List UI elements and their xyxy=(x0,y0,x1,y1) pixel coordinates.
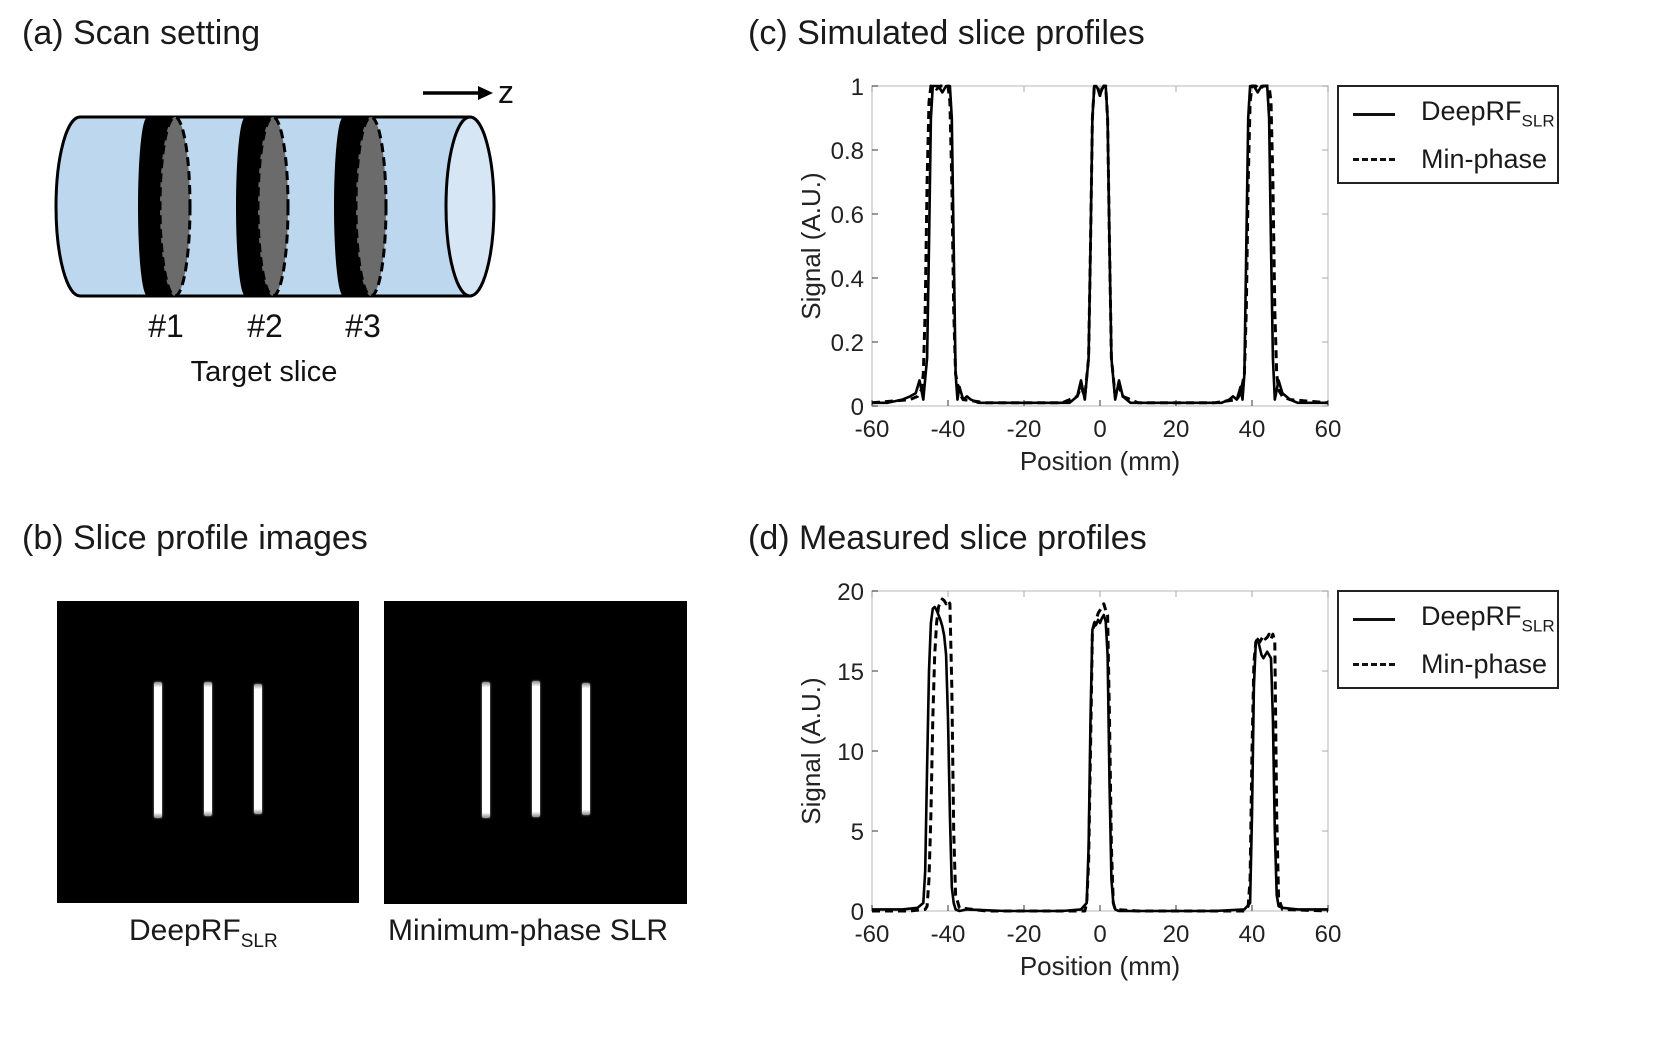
series-line-deeprf xyxy=(872,84,1328,405)
measured-profile-chart: -60 -40 -20 0 20 40 60 0 5 10 15 20 Position (mm) Sig… xyxy=(796,579,1342,981)
legend-label-deeprf-sub: SLR xyxy=(1521,616,1555,636)
x-tick-label: 60 xyxy=(1315,921,1342,948)
cylinder-end-cap xyxy=(444,115,496,298)
y-tick-label: 20 xyxy=(837,579,864,606)
slice-label-2: #2 xyxy=(247,308,283,344)
series-line-deeprf xyxy=(872,605,1328,913)
legend-c: DeepRFSLR Min-phase xyxy=(1337,85,1559,184)
x-tick-label: 60 xyxy=(1315,416,1342,443)
image-caption-minphase: Minimum-phase SLR xyxy=(388,914,669,947)
y-tick-label: 5 xyxy=(851,819,864,846)
x-tick-label: -40 xyxy=(931,416,966,443)
y-axis-label: Signal (A.U.) xyxy=(796,677,826,824)
slice-stripe-1 xyxy=(482,682,490,818)
x-tick-label: 0 xyxy=(1093,921,1106,948)
y-tick-label: 0.4 xyxy=(831,266,864,293)
x-tick-label: 20 xyxy=(1163,416,1190,443)
slice-2 xyxy=(236,115,290,298)
y-tick-label: 1 xyxy=(851,74,864,101)
x-tick-label: 20 xyxy=(1163,921,1190,948)
legend-label-deeprf: DeepRF xyxy=(1421,601,1522,632)
y-tick-label: 0.8 xyxy=(831,138,864,165)
x-tick-label: 40 xyxy=(1239,921,1266,948)
x-tick-label: 0 xyxy=(1093,416,1106,443)
slice-stripe-3 xyxy=(254,684,262,814)
series-line-minphase xyxy=(871,84,1329,405)
y-tick-label: 15 xyxy=(837,659,864,686)
scan-setting-diagram: z #1 #2 #3 Target slice xyxy=(54,74,514,388)
plot-frame xyxy=(871,590,1329,912)
panel-d-title: (d) Measured slice profiles xyxy=(748,519,1147,557)
simulated-profile-chart: -60 -40 -20 0 20 40 60 0 0.2 0.4 0.6 0.8 1 Position (… xyxy=(796,74,1342,476)
panel-c-title: (c) Simulated slice profiles xyxy=(748,14,1145,52)
y-tick-label: 0.6 xyxy=(831,202,864,229)
legend-label-deeprf-sub: SLR xyxy=(1521,111,1555,131)
slice-label-3: #3 xyxy=(345,308,381,344)
legend-label-minphase: Min-phase xyxy=(1421,143,1548,174)
x-tick-label: -60 xyxy=(855,921,890,948)
slice-label-1: #1 xyxy=(148,308,184,344)
slice-stripe-2 xyxy=(532,681,540,817)
legend-item-minphase: Min-phase xyxy=(1339,141,1547,177)
solid-line-swatch xyxy=(1353,112,1395,116)
slice-stripe-1 xyxy=(154,682,162,818)
y-axis-label: Signal (A.U.) xyxy=(796,172,826,319)
y-tick-label: 10 xyxy=(837,739,864,766)
x-axis-label: Position (mm) xyxy=(1020,951,1180,981)
dashed-line-swatch xyxy=(1353,157,1395,161)
slice-1 xyxy=(138,115,192,298)
dashed-line-swatch xyxy=(1353,662,1395,666)
x-tick-label: 40 xyxy=(1239,416,1266,443)
panel-a-title: (a) Scan setting xyxy=(22,14,261,52)
legend-item-minphase: Min-phase xyxy=(1339,646,1547,682)
plot-frame xyxy=(871,85,1329,407)
target-slice-caption: Target slice xyxy=(191,356,338,388)
x-tick-label: -60 xyxy=(855,416,890,443)
x-tick-label: -40 xyxy=(931,921,966,948)
slice-stripe-2 xyxy=(204,682,212,816)
x-axis-label: Position (mm) xyxy=(1020,446,1180,476)
z-arrow-icon xyxy=(423,86,493,100)
slice-image-deeprf xyxy=(57,601,359,903)
legend-label-deeprf: DeepRF xyxy=(1421,96,1522,127)
x-tick-label: -20 xyxy=(1007,416,1042,443)
slice-image-minphase xyxy=(384,601,687,904)
legend-label-minphase: Min-phase xyxy=(1421,648,1548,679)
z-axis-label: z xyxy=(498,74,514,110)
legend-d: DeepRFSLR Min-phase xyxy=(1337,590,1559,689)
y-tick-label: 0 xyxy=(851,394,864,421)
solid-line-swatch xyxy=(1353,617,1395,621)
y-tick-label: 0.2 xyxy=(831,330,864,357)
series-line-minphase xyxy=(872,597,1329,913)
slice-3 xyxy=(334,115,388,298)
image-caption-deeprf: DeepRFSLR xyxy=(129,914,278,952)
panel-b-title: (b) Slice profile images xyxy=(22,519,368,557)
legend-item-deeprf: DeepRFSLR xyxy=(1339,601,1555,637)
slice-stripe-3 xyxy=(582,683,590,815)
x-tick-label: -20 xyxy=(1007,921,1042,948)
legend-item-deeprf: DeepRFSLR xyxy=(1339,96,1555,132)
y-tick-label: 0 xyxy=(851,899,864,926)
